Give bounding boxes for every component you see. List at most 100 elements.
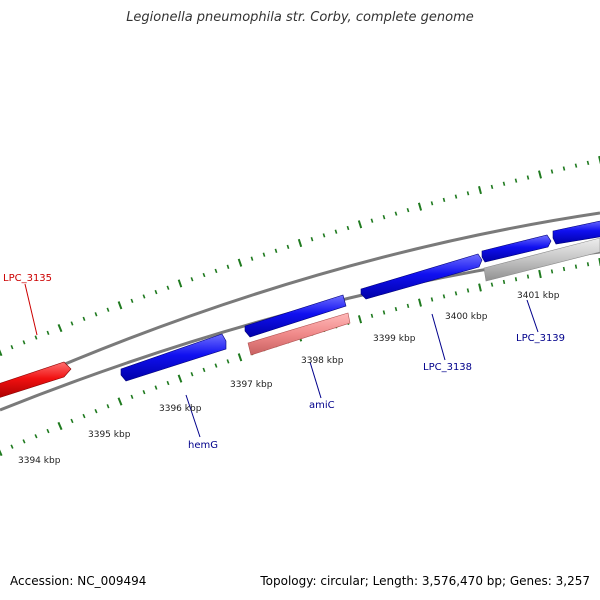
- inner-track-minor-tick: [214, 363, 218, 368]
- inner-track-minor-tick: [154, 385, 158, 390]
- outer-track-major-tick: [417, 202, 423, 211]
- gene-label-lpc3138[interactable]: LPC_3138: [423, 362, 472, 373]
- map-title: Legionella pneumophila str. Corby, compl…: [126, 10, 474, 25]
- outer-track-minor-tick: [346, 225, 350, 231]
- outer-track-minor-tick: [502, 181, 506, 186]
- gene-amiC-upper-arrow[interactable]: [244, 294, 347, 338]
- inner-track-major-tick: [177, 374, 183, 383]
- gene-lpc3139-upper-arrow[interactable]: [481, 234, 552, 263]
- inner-track-minor-tick: [574, 264, 578, 269]
- inner-track-major-tick: [538, 269, 542, 279]
- outer-track-minor-tick: [322, 233, 326, 238]
- outer-track-minor-tick: [490, 184, 494, 190]
- inner-track-minor-tick: [382, 310, 386, 315]
- inner-tick-track: [0, 257, 600, 457]
- inner-track-major-tick: [117, 397, 123, 406]
- outer-track-minor-tick: [250, 256, 254, 261]
- outer-track-major-tick: [357, 220, 363, 229]
- gene-label-lpc3135[interactable]: LPC_3135: [3, 273, 52, 284]
- inner-track-minor-tick: [442, 294, 446, 299]
- lpc3138-leader-line: [431, 313, 446, 361]
- outer-track-major-tick: [478, 185, 482, 195]
- outer-track-minor-tick: [82, 316, 86, 321]
- outer-track-minor-tick: [310, 237, 314, 242]
- gene-lpc3138-arrow[interactable]: [360, 253, 483, 300]
- outer-track-minor-tick: [406, 207, 410, 213]
- inner-track-minor-tick: [466, 288, 470, 293]
- outer-track-minor-tick: [10, 345, 14, 350]
- gene-label-hemG[interactable]: hemG: [188, 440, 218, 451]
- outer-track-major-tick: [538, 170, 542, 179]
- outer-track-major-tick: [237, 258, 243, 267]
- outer-track-major-tick: [598, 155, 600, 165]
- outer-track-minor-tick: [514, 178, 518, 183]
- gene-label-amiC[interactable]: amiC: [309, 400, 335, 411]
- outer-track-minor-tick: [274, 248, 278, 253]
- genome-summary-text: Topology: circular; Length: 3,576,470 bp…: [260, 574, 590, 588]
- inner-track-minor-tick: [454, 291, 458, 296]
- scale-label-3401: 3401 kbp: [517, 291, 560, 301]
- outer-track-minor-tick: [22, 340, 26, 345]
- inner-track-major-tick: [57, 421, 63, 431]
- outer-track-minor-tick: [394, 211, 398, 216]
- lpc3135-leader-line: [24, 283, 38, 336]
- amiC-leader-line: [309, 361, 322, 399]
- outer-track-minor-tick: [550, 169, 554, 174]
- scale-label-3400: 3400 kbp: [445, 312, 488, 322]
- inner-track-major-tick: [418, 298, 422, 307]
- outer-track-minor-tick: [334, 229, 338, 234]
- outer-track-minor-tick: [70, 321, 74, 326]
- outer-track-minor-tick: [262, 252, 266, 257]
- inner-track-major-tick: [0, 449, 3, 457]
- inner-track-major-tick: [237, 353, 243, 362]
- inner-track-major-tick: [478, 283, 482, 292]
- inner-track-minor-tick: [130, 394, 134, 399]
- outer-track-minor-tick: [130, 298, 134, 303]
- outer-track-minor-tick: [106, 307, 110, 312]
- outer-track-minor-tick: [94, 312, 98, 317]
- outer-track-major-tick: [117, 301, 123, 310]
- inner-track-minor-tick: [10, 444, 14, 449]
- inner-track-minor-tick: [106, 404, 110, 409]
- inner-track-minor-tick: [202, 367, 206, 373]
- gene-hemG-arrow[interactable]: [120, 333, 227, 382]
- outer-track-minor-tick: [202, 272, 206, 278]
- outer-track-minor-tick: [166, 285, 170, 290]
- outer-track-minor-tick: [430, 201, 434, 206]
- inner-track-minor-tick: [490, 282, 494, 287]
- backbone-outer-line: [0, 211, 600, 394]
- inner-track-minor-tick: [82, 413, 86, 419]
- inner-track-minor-tick: [34, 434, 38, 439]
- scale-label-3395: 3395 kbp: [88, 430, 131, 440]
- gene-lpc3135-arrow[interactable]: [0, 361, 72, 399]
- gene-label-lpc3139[interactable]: LPC_3139: [516, 333, 565, 344]
- inner-track-minor-tick: [190, 372, 194, 377]
- outer-track-minor-tick: [142, 294, 146, 299]
- outer-track-minor-tick: [526, 175, 530, 180]
- outer-track-minor-tick: [454, 194, 458, 199]
- outer-track-minor-tick: [286, 244, 290, 250]
- inner-track-minor-tick: [514, 277, 518, 282]
- outer-track-major-tick: [297, 238, 303, 248]
- scale-label-3397: 3397 kbp: [230, 380, 273, 390]
- inner-track-minor-tick: [502, 279, 506, 285]
- inner-track-minor-tick: [46, 428, 50, 434]
- scale-label-3396: 3396 kbp: [159, 404, 202, 414]
- gene-next-arrow[interactable]: [552, 220, 600, 245]
- inner-track-minor-tick: [550, 269, 554, 274]
- inner-track-minor-tick: [406, 303, 410, 308]
- outer-track-minor-tick: [442, 197, 446, 203]
- inner-track-minor-tick: [562, 266, 566, 272]
- accession-text: Accession: NC_009494: [10, 574, 147, 588]
- gene-amiC-highlight[interactable]: [247, 312, 351, 356]
- gene-lpc3139-highlight[interactable]: [483, 237, 600, 282]
- outer-track-minor-tick: [586, 160, 590, 165]
- outer-track-minor-tick: [466, 191, 470, 196]
- inner-track-minor-tick: [586, 262, 590, 267]
- inner-track-major-tick: [357, 315, 363, 324]
- hemG-leader-line: [185, 394, 201, 438]
- outer-tick-track: [0, 155, 600, 357]
- outer-track-minor-tick: [190, 277, 194, 282]
- inner-track-minor-tick: [142, 390, 146, 395]
